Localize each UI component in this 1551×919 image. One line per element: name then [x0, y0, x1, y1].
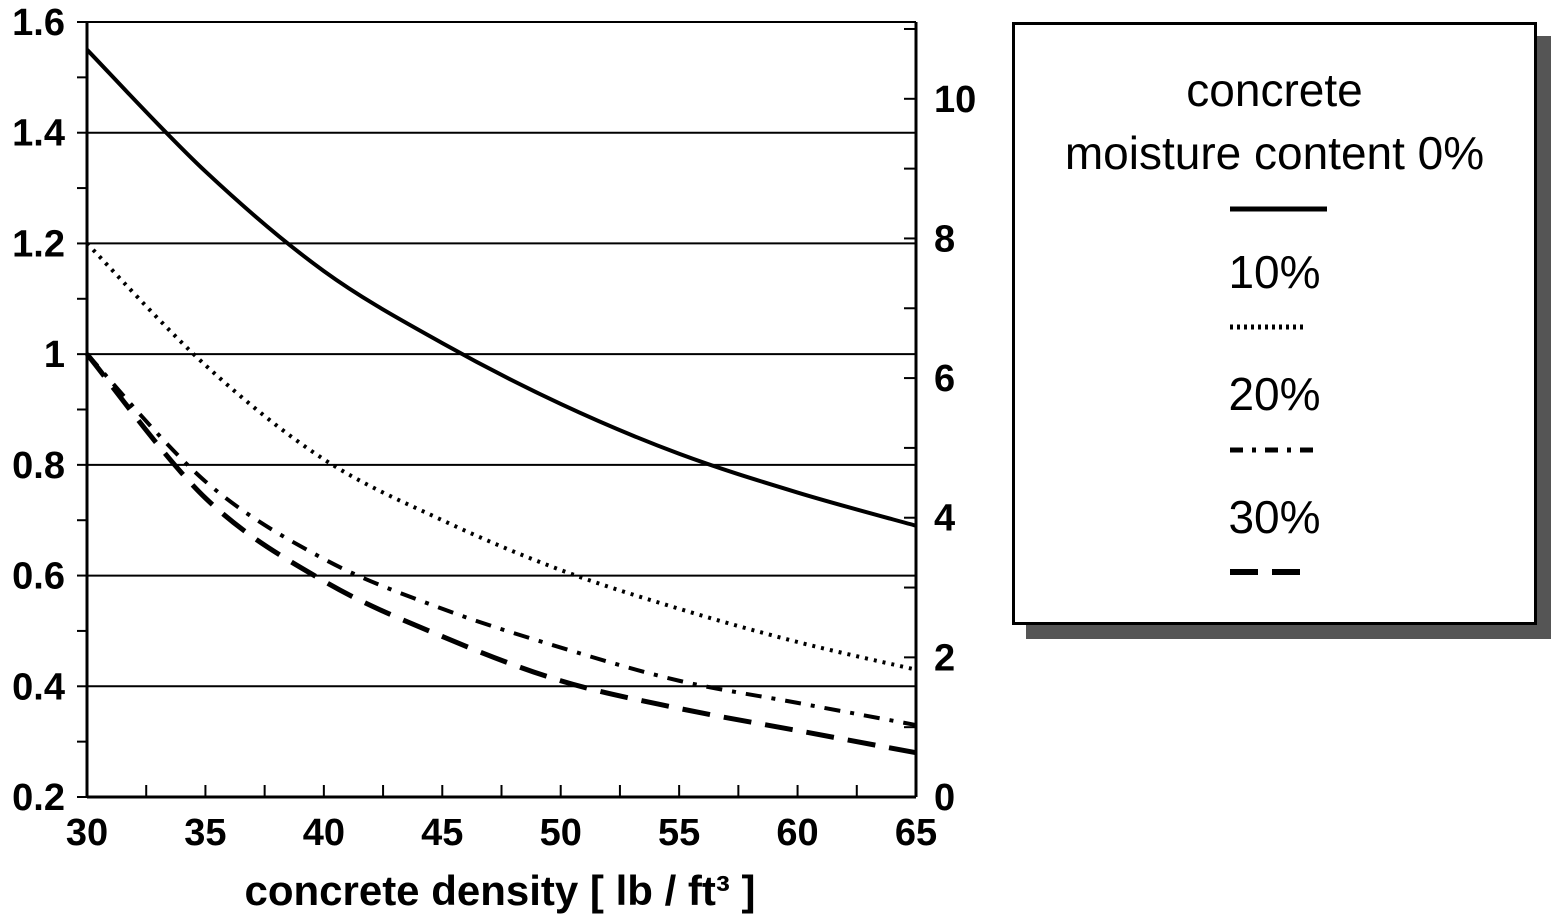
y-tick-label: 0.6	[12, 556, 65, 598]
series-line-0	[85, 48, 917, 528]
x-tick-label: 60	[776, 812, 818, 854]
gridlines	[87, 21, 916, 688]
axes	[77, 21, 918, 799]
legend-label-10: 10%	[1228, 246, 1321, 298]
y2-tick-label: 0	[934, 777, 955, 819]
legend-label-20: 20%	[1228, 368, 1321, 420]
y2-tick-label: 4	[934, 498, 955, 540]
y2-tick-label: 2	[934, 637, 955, 679]
legend-swatch-20	[1230, 447, 1320, 453]
y2-tick-label: 8	[934, 218, 955, 260]
x-tick-label: 55	[658, 812, 700, 854]
x-axis-title: concrete density [ lb / ft³ ]	[244, 867, 755, 914]
series-line-1	[85, 242, 917, 672]
y-tick-label: 0.8	[12, 445, 65, 487]
x-tick-label: 35	[184, 812, 226, 854]
y2-tick-label: 6	[934, 358, 955, 400]
series-line-3	[85, 352, 917, 756]
legend-title-line-2: moisture content 0%	[1064, 127, 1485, 179]
legend-swatch-10	[1230, 324, 1305, 330]
y-tick-label: 1.2	[12, 223, 65, 265]
x-tick-label: 40	[303, 812, 345, 854]
legend: concrete moisture content 0% 10% 20% 30%	[1012, 22, 1537, 625]
legend-title-line-1: concrete	[1186, 64, 1363, 116]
chart-plot: 0.2 0.4 0.6 0.8 1 1.2 1.4 1.6 0 2 4 6 8 10 30 35 40 45 50 5…	[12, 2, 976, 914]
series-group	[85, 48, 917, 756]
x-tick-label: 50	[540, 812, 582, 854]
x-tick-label: 45	[421, 812, 463, 854]
y-tick-label: 0.4	[12, 666, 65, 708]
legend-swatch-0	[1230, 206, 1327, 212]
legend-label-30: 30%	[1228, 491, 1321, 543]
x-tick-label: 30	[66, 812, 108, 854]
series-line-2	[85, 352, 917, 728]
y2-tick-label: 10	[934, 79, 976, 121]
y-tick-label: 1	[44, 334, 65, 376]
y-tick-label: 0.2	[12, 777, 65, 819]
y-tick-label: 1.4	[12, 113, 65, 155]
legend-swatch-30	[1230, 569, 1305, 575]
tick-labels: 0.2 0.4 0.6 0.8 1 1.2 1.4 1.6 0 2 4 6 8 10 30 35 40 45 50 5…	[12, 2, 976, 854]
x-tick-label: 65	[895, 812, 937, 854]
y-tick-label: 1.6	[12, 2, 65, 44]
